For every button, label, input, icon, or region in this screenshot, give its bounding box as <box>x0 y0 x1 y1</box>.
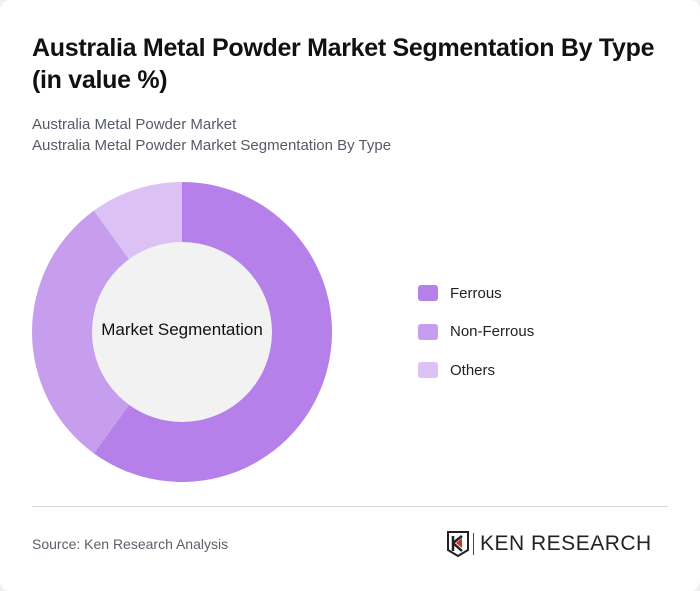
donut-center-label: Market Segmentation <box>101 320 263 339</box>
source-note: Source: Ken Research Analysis <box>32 536 229 552</box>
legend-item-others[interactable]: Others <box>418 360 534 380</box>
ken-research-shield-icon <box>447 531 469 557</box>
logo-text: KEN RESEARCH <box>480 532 652 555</box>
chart-title: Australia Metal Powder Market Segmentati… <box>32 34 655 94</box>
donut-center <box>92 242 272 422</box>
chart-subtitle: Australia Metal Powder Market Australia … <box>32 114 391 156</box>
legend-swatch-non-ferrous <box>418 323 438 340</box>
subtitle-segmentation: Australia Metal Powder Market Segmentati… <box>32 137 392 154</box>
legend-label: Non-Ferrous <box>450 323 535 340</box>
donut-chart <box>32 182 332 482</box>
legend-swatch-others <box>418 362 438 378</box>
legend-item-non-ferrous[interactable]: Non-Ferrous <box>418 322 534 342</box>
legend-item-ferrous[interactable]: Ferrous <box>418 283 534 303</box>
ken-research-logo: KEN RESEARCH <box>447 531 652 557</box>
legend-label: Ferrous <box>450 284 502 302</box>
footer-divider <box>32 506 668 507</box>
legend-label: Others <box>450 361 496 379</box>
legend-swatch-ferrous <box>418 285 438 301</box>
subtitle-market: Australia Metal Powder Market <box>32 116 237 133</box>
logo-separator <box>473 533 474 555</box>
chart-legend: Ferrous Non-Ferrous Others <box>418 283 534 399</box>
